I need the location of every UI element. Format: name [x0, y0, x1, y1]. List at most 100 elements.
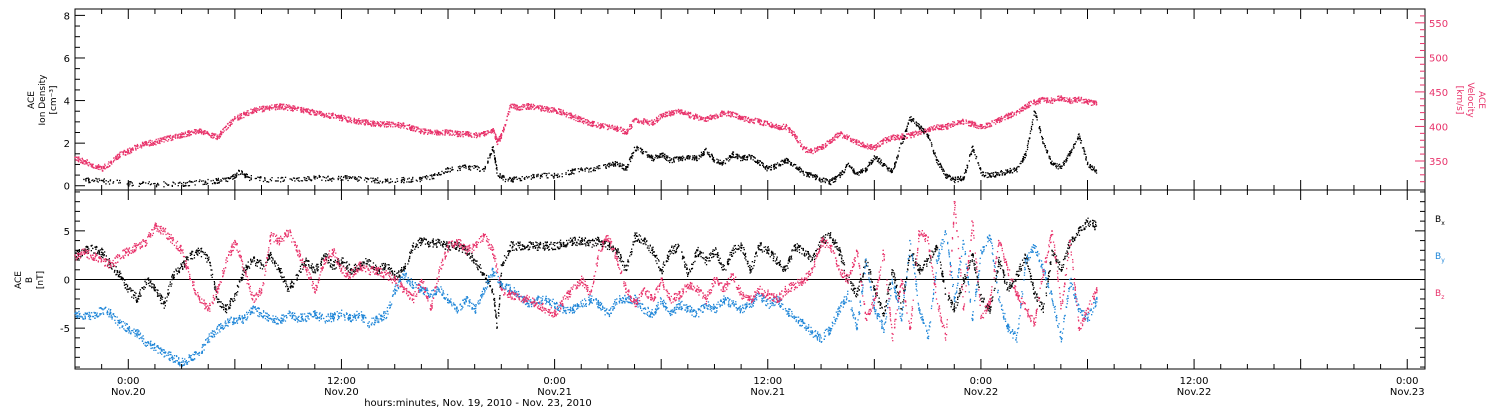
density-sample [525, 175, 528, 178]
velocity-sample [604, 123, 606, 125]
velocity-sample [227, 122, 229, 125]
velocity-sample [432, 131, 434, 133]
velocity-sample [109, 165, 111, 167]
velocity-sample [135, 145, 137, 147]
velocity-sample [120, 151, 122, 153]
velocity-sample [197, 130, 199, 132]
density-sample [308, 176, 310, 178]
density-sample [904, 135, 906, 137]
density-sample [87, 177, 89, 179]
velocity-sample [623, 128, 626, 131]
velocity-sample [698, 119, 700, 121]
velocity-sample [573, 116, 575, 118]
velocity-sample [932, 127, 934, 130]
velocity-sample [222, 131, 224, 134]
density-sample [849, 166, 851, 168]
velocity-sample [164, 138, 166, 141]
velocity-sample [617, 129, 619, 131]
density-sample [744, 159, 747, 161]
density-sample [489, 154, 491, 156]
velocity-sample [832, 139, 835, 141]
density-sample [661, 152, 663, 154]
velocity-sample [428, 132, 430, 134]
velocity-sample [997, 119, 999, 121]
velocity-sample [754, 117, 757, 119]
velocity-sample [183, 133, 185, 135]
density-sample [493, 152, 495, 154]
density-sample [512, 180, 514, 182]
density-sample [371, 181, 373, 183]
density-sample [544, 172, 546, 175]
velocity-sample [403, 127, 405, 129]
velocity-sample [969, 120, 971, 122]
density-sample [341, 178, 343, 181]
density-sample [483, 170, 485, 172]
density-sample [736, 153, 739, 155]
velocity-sample [1062, 97, 1064, 100]
velocity-sample [367, 120, 369, 122]
velocity-sample [659, 117, 662, 119]
velocity-sample [785, 123, 787, 126]
velocity-sample [1038, 101, 1040, 104]
velocity-sample [965, 122, 967, 124]
velocity-sample [643, 118, 646, 120]
density-sample [228, 178, 231, 180]
velocity-sample [245, 114, 247, 117]
density-sample [593, 170, 595, 172]
velocity-sample [135, 148, 137, 150]
density-sample [840, 173, 842, 176]
velocity-sample [758, 121, 760, 124]
velocity-sample [377, 123, 380, 125]
velocity-sample [842, 137, 844, 139]
density-sample [731, 156, 733, 159]
velocity-sample [108, 161, 110, 163]
density-sample [981, 171, 983, 174]
velocity-sample [436, 134, 438, 136]
density-sample [390, 178, 392, 180]
velocity-sample [82, 159, 84, 161]
velocity-sample [560, 112, 563, 114]
velocity-sample [459, 131, 461, 133]
velocity-sample [230, 121, 232, 123]
density-sample [592, 169, 594, 172]
density-sample [487, 157, 489, 159]
velocity-sample [583, 121, 585, 123]
density-sample [91, 179, 93, 182]
velocity-sample [216, 136, 218, 138]
velocity-sample [540, 108, 542, 110]
velocity-sample [744, 120, 746, 122]
density-sample [640, 148, 642, 150]
velocity-sample [494, 133, 497, 135]
velocity-sample [870, 144, 872, 146]
density-sample [366, 181, 368, 183]
velocity-sample [167, 140, 169, 142]
density-sample [989, 176, 992, 178]
density-sample [204, 181, 206, 184]
velocity-sample [787, 127, 789, 129]
velocity-sample [740, 116, 743, 118]
density-sample [669, 161, 671, 164]
velocity-sample [187, 135, 189, 137]
velocity-sample [997, 117, 999, 120]
velocity-sample [444, 129, 446, 131]
velocity-sample [177, 134, 179, 136]
velocity-sample [962, 119, 964, 121]
velocity-sample [914, 131, 916, 133]
density-sample [581, 169, 583, 171]
density-sample [891, 170, 894, 172]
density-sample [949, 175, 951, 178]
velocity-sample [374, 122, 376, 124]
density-sample [836, 175, 838, 178]
velocity-sample [79, 158, 81, 160]
density-sample [687, 156, 689, 158]
velocity-sample [178, 137, 181, 139]
velocity-sample [526, 106, 529, 108]
density-sample [850, 166, 852, 168]
density-sample [790, 162, 792, 164]
velocity-sample [541, 105, 543, 107]
density-sample [979, 167, 981, 169]
density-sample [166, 183, 168, 185]
density-sample [963, 176, 966, 178]
velocity-sample [608, 126, 610, 128]
density-sample [663, 154, 665, 156]
